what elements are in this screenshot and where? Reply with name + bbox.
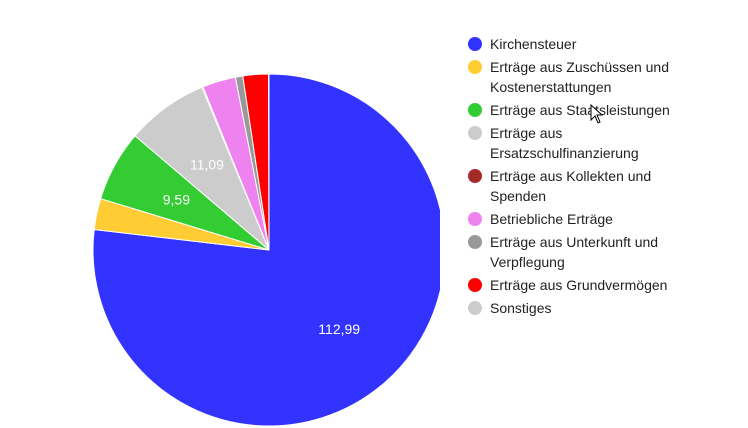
legend-swatch [468,212,482,226]
pie-chart: 112,99 9,59 11,09 [92,73,440,427]
legend-item[interactable]: Erträge aus Ersatzschulfinanzierung [468,123,688,163]
slice-data-label: 11,09 [190,157,224,173]
legend-swatch [468,37,482,51]
legend-item[interactable]: Betriebliche Erträge [468,209,688,229]
legend-label: Erträge aus Zuschüssen und Kostenerstatt… [490,59,669,95]
legend-swatch [468,301,482,315]
legend-swatch [468,126,482,140]
legend-item[interactable]: Erträge aus Kollekten und Spenden [468,166,688,206]
legend-item[interactable]: Erträge aus Zuschüssen und Kostenerstatt… [468,57,688,97]
legend-item[interactable]: Sonstiges [468,298,688,318]
legend-label: Betriebliche Erträge [490,211,613,227]
legend-label: Erträge aus Ersatzschulfinanzierung [490,125,639,161]
legend-item[interactable]: Kirchensteuer [468,34,688,54]
legend-label: Erträge aus Kollekten und Spenden [490,168,652,204]
legend-swatch [468,278,482,292]
legend-label: Erträge aus Staatsleistungen [490,102,670,118]
legend-swatch [468,60,482,74]
legend-label: Erträge aus Unterkunft und Verpflegung [490,234,659,270]
legend-swatch [468,235,482,249]
legend-label: Sonstiges [490,300,552,316]
slice-data-label: 9,59 [163,191,190,207]
legend: Kirchensteuer Erträge aus Zuschüssen und … [468,34,688,321]
legend-item[interactable]: Erträge aus Staatsleistungen [468,100,688,120]
mouse-cursor-icon [590,104,604,124]
legend-swatch [468,103,482,117]
legend-item[interactable]: Erträge aus Unterkunft und Verpflegung [468,232,688,272]
legend-label: Erträge aus Grundvermögen [490,277,668,293]
legend-swatch [468,169,482,183]
legend-item[interactable]: Erträge aus Grundvermögen [468,275,688,295]
legend-label: Kirchensteuer [490,36,577,52]
slice-data-label: 112,99 [318,321,360,337]
